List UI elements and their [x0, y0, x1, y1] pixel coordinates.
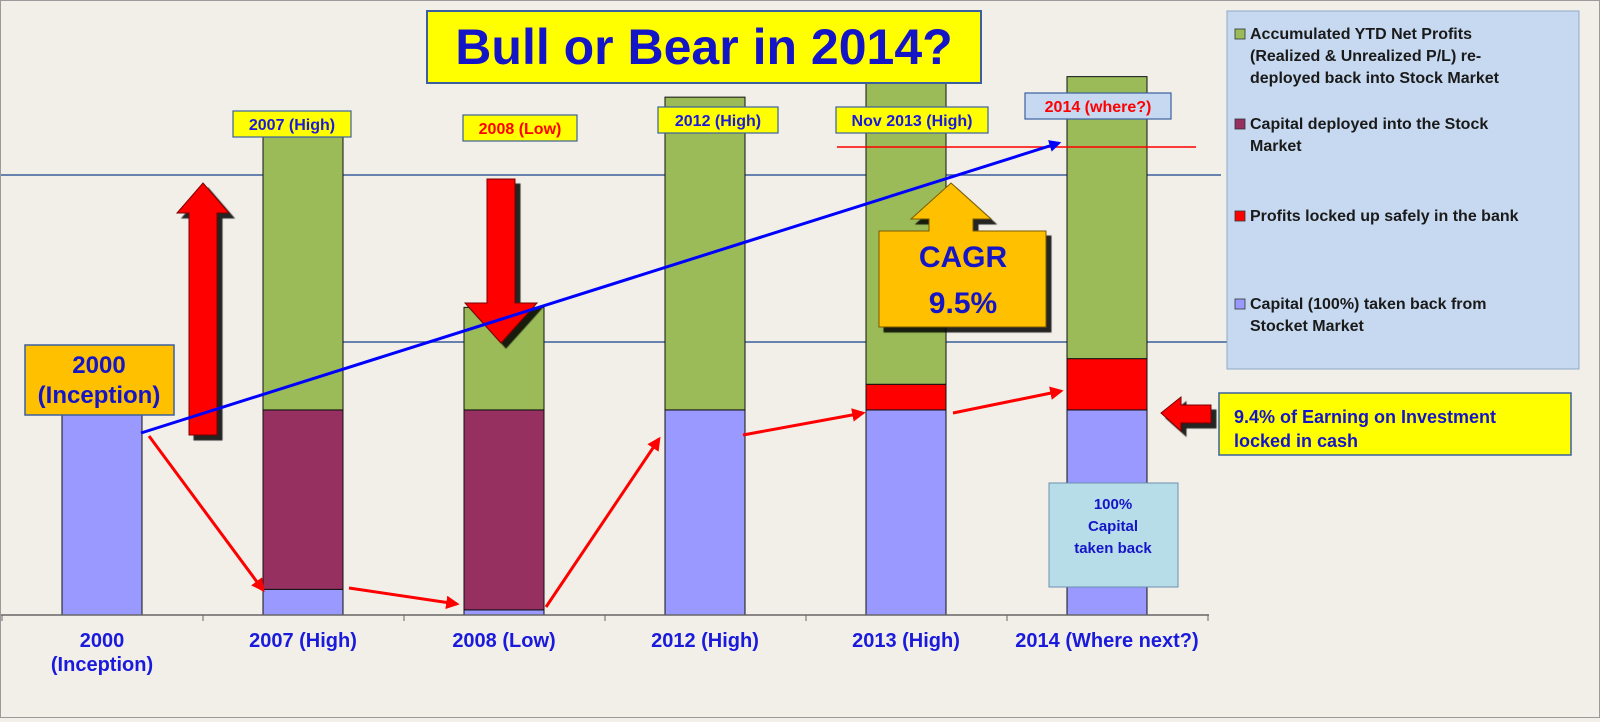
earning-line-2: locked in cash: [1234, 431, 1358, 451]
bars-layer: [61, 76, 1148, 616]
legend-swatch-capital_taken_back: [1234, 298, 1246, 310]
earning-arrow: [1160, 395, 1212, 433]
inception-box: 2000 (Inception): [24, 344, 175, 416]
x-label-3: 2012 (High): [651, 630, 759, 652]
arrow-2008-to-2012: [544, 436, 661, 608]
x-axis-labels: 2000(Inception) 2007 (High) 2008 (Low) 2012…: [51, 630, 1199, 676]
bar-capital_taken_back-3: [664, 409, 746, 616]
top-label-box-1: [462, 114, 578, 142]
earning-box: 9.4% of Earning on Investment locked in …: [1218, 392, 1572, 456]
top-label-3: Nov 2013 (High): [835, 106, 989, 134]
cagr-arrow: [878, 182, 1047, 328]
legend: Accumulated YTD Net Profits (Realized & U…: [1226, 10, 1580, 370]
cagr-label: CAGR: [919, 241, 1008, 274]
legend-swatch-profits_locked: [1234, 210, 1246, 222]
legend-text-accumulated_profits-2: deployed back into Stock Market: [1250, 70, 1500, 87]
top-label-2: 2012 (High): [657, 106, 779, 134]
legend-swatch-accumulated_profits: [1234, 28, 1246, 40]
chart-title: Bull or Bear in 2014?: [455, 19, 952, 75]
capital-back-line-1: 100%: [1094, 496, 1132, 513]
x-label-2: 2008 (Low): [452, 630, 555, 652]
legend-text-accumulated_profits-0: Accumulated YTD Net Profits: [1250, 26, 1472, 43]
arrow-2013-to-2014: [952, 386, 1064, 415]
bar-profits_locked-5: [1066, 358, 1148, 411]
earning-line-1: 9.4% of Earning on Investment: [1234, 407, 1496, 427]
bar-capital_deployed-1: [262, 409, 344, 590]
inception-line-1: 2000: [72, 352, 125, 379]
top-label-text-4: 2014 (where?): [1045, 99, 1152, 116]
arrow-2000-to-2007: [147, 435, 265, 593]
inception-line-2: (Inception): [38, 382, 161, 409]
bar-accumulated_profits-5: [1066, 76, 1148, 360]
top-label-4: 2014 (where?): [1024, 92, 1172, 120]
x-label-5: 2014 (Where next?): [1015, 630, 1198, 652]
top-label-text-2: 2012 (High): [675, 113, 761, 130]
bar-capital_taken_back-2: [463, 609, 545, 616]
legend-text-capital_deployed-0: Capital deployed into the Stock: [1250, 116, 1488, 133]
top-label-0: 2007 (High): [232, 110, 352, 138]
legend-item-accumulated_profits: Accumulated YTD Net Profits (Realized & U…: [1234, 26, 1500, 87]
top-label-box-0: [232, 110, 352, 138]
legend-text-capital_taken_back-0: Capital (100%) taken back from: [1250, 296, 1487, 313]
legend-text-profits_locked-0: Profits locked up safely in the bank: [1250, 208, 1519, 225]
arrow-2012-to-2013: [742, 408, 866, 437]
top-label-1: 2008 (Low): [462, 114, 578, 142]
top-label-text-0: 2007 (High): [249, 117, 335, 134]
x-label-1: 2007 (High): [249, 630, 357, 652]
legend-text-accumulated_profits-1: (Realized & Unrealized P/L) re-: [1250, 48, 1481, 65]
title-box: [426, 10, 982, 84]
legend-item-profits_locked: Profits locked up safely in the bank: [1234, 208, 1519, 225]
top-label-text-1: 2008 (Low): [479, 121, 562, 138]
x-label-4: 2013 (High): [852, 630, 960, 652]
top-label-box-2: [657, 106, 779, 134]
bar-capital_taken_back-4: [865, 409, 947, 616]
bar-accumulated_profits-1: [262, 112, 344, 411]
big-down-arrow: [463, 178, 539, 344]
legend-text-capital_deployed-1: Market: [1250, 138, 1302, 155]
top-labels: 2007 (High) 2008 (Low) 2012 (High) Nov 2013…: [232, 92, 1172, 142]
top-label-box-3: [835, 106, 989, 134]
legend-item-capital_taken_back: Capital (100%) taken back from Stocket Ma…: [1234, 296, 1487, 335]
movement-arrows: [147, 386, 1064, 610]
x-label-0-line-0: 2000: [80, 630, 125, 652]
x-label-0-line-1: (Inception): [51, 654, 153, 676]
x-axis: [1, 614, 1209, 621]
big-up-arrow: [175, 182, 231, 436]
bar-capital_taken_back-1: [262, 588, 344, 616]
legend-item-capital_deployed: Capital deployed into the Stock Market: [1234, 116, 1488, 155]
legend-text-capital_taken_back-1: Stocket Market: [1250, 318, 1364, 335]
legend-box: [1226, 10, 1580, 370]
capital-back-line-2: Capital: [1088, 518, 1138, 535]
legend-swatch-capital_deployed: [1234, 118, 1246, 130]
bar-capital_taken_back-0: [61, 409, 143, 616]
top-label-box-4: [1024, 92, 1172, 120]
arrow-2007-to-2008: [348, 586, 460, 610]
trend-arrow: [140, 140, 1062, 435]
capital-back-box: 100% Capital taken back: [1048, 482, 1179, 588]
top-label-text-3: Nov 2013 (High): [852, 113, 973, 130]
bar-profits_locked-4: [865, 383, 947, 411]
capital-back-line-3: taken back: [1074, 540, 1152, 557]
cagr-value: 9.5%: [929, 287, 997, 320]
bar-capital_deployed-2: [463, 409, 545, 611]
